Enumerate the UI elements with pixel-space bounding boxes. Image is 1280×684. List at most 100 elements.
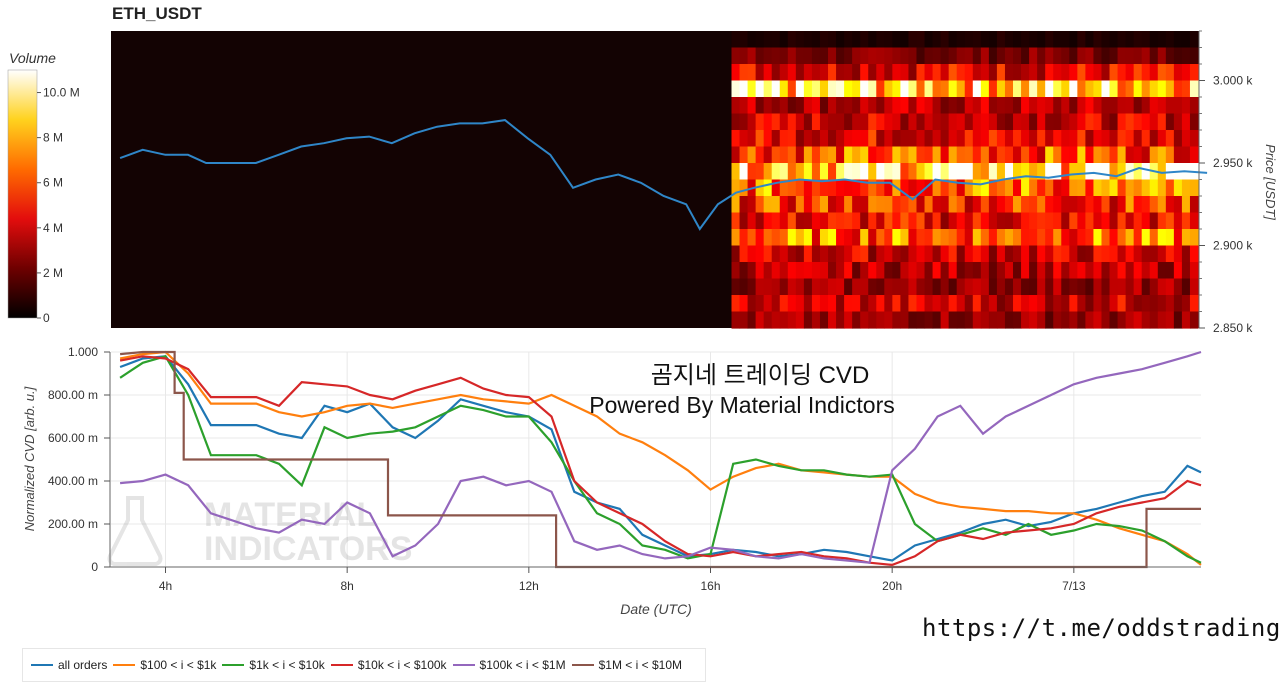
heatmap-cell: [1165, 245, 1175, 263]
legend-item-tier_1k_10k[interactable]: $1k < i < $10k: [222, 658, 325, 672]
heatmap-cell: [819, 229, 829, 247]
heatmap-cell: [988, 278, 998, 296]
heatmap-cell: [1117, 31, 1127, 49]
heatmap-cell: [747, 163, 757, 181]
heatmap-cell: [1077, 64, 1086, 82]
heatmap-cell: [1133, 179, 1143, 197]
overlay-title-korean: 곰지네 트레이딩 CVD: [651, 362, 870, 389]
heatmap-cell: [1181, 311, 1191, 329]
heatmap-cell: [1085, 97, 1095, 115]
heatmap-cell: [1004, 212, 1014, 230]
legend-item-all_orders[interactable]: all orders: [31, 658, 107, 672]
heatmap-cell: [1165, 31, 1175, 49]
heatmap-cell: [779, 97, 789, 115]
heatmap-cell: [956, 64, 966, 82]
heatmap-cell: [1149, 47, 1159, 65]
heatmap-cell: [844, 47, 853, 65]
heatmap-cell: [1101, 295, 1111, 313]
heatmap-cell: [1149, 146, 1159, 164]
heatmap-cell: [876, 278, 885, 296]
legend-item-tier_100k_1m[interactable]: $100k < i < $1M: [452, 658, 566, 672]
heatmap-cell: [747, 130, 757, 148]
heatmap-cell: [1061, 311, 1070, 329]
colorbar-tick-label: 2 M: [43, 266, 63, 280]
heatmap-cell: [1117, 278, 1127, 296]
heatmap-cell: [1189, 212, 1199, 230]
legend-item-tier_1m_10m[interactable]: $1M < i < $10M: [571, 658, 682, 672]
heatmap-cell: [1157, 163, 1167, 181]
heatmap-cell: [1173, 31, 1183, 49]
heatmap-cell: [1181, 212, 1191, 230]
heatmap-cell: [1117, 196, 1127, 214]
heatmap-cell: [763, 262, 773, 280]
heatmap-cell: [1069, 295, 1078, 313]
heatmap-cell: [900, 130, 910, 148]
heatmap-cell: [731, 278, 741, 296]
heatmap-cell: [1061, 80, 1070, 98]
heatmap-cell: [1061, 295, 1070, 313]
heatmap-cell: [819, 113, 829, 131]
heatmap-cell: [964, 97, 974, 115]
heatmap-cell: [948, 262, 958, 280]
cvd-y-tick-label: 600.00 m: [48, 431, 98, 445]
heatmap-cell: [1085, 31, 1095, 49]
heatmap-cell: [1061, 130, 1070, 148]
heatmap-cell: [908, 97, 918, 115]
heatmap-cell: [1133, 47, 1143, 65]
legend-item-tier_10k_100k[interactable]: $10k < i < $100k: [330, 658, 447, 672]
heatmap-cell: [1093, 278, 1103, 296]
heatmap-cell: [844, 179, 853, 197]
heatmap-cell: [1045, 130, 1054, 148]
heatmap-cell: [844, 311, 853, 329]
heatmap-cell: [1045, 97, 1054, 115]
heatmap-cell: [956, 130, 966, 148]
heatmap-cell: [972, 196, 982, 214]
heatmap-cell: [844, 97, 853, 115]
heatmap-cell: [836, 146, 845, 164]
footer-url[interactable]: https://t.me/oddstrading2: [922, 614, 1280, 642]
heatmap-cell: [1109, 262, 1119, 280]
heatmap-cell: [876, 311, 885, 329]
colorbar-tick-label: 4 M: [43, 221, 63, 235]
heatmap-cell: [1053, 31, 1062, 49]
heatmap-cell: [860, 47, 869, 65]
heatmap-cell: [1173, 262, 1183, 280]
heatmap-cell: [1165, 229, 1175, 247]
heatmap-cell: [1189, 97, 1199, 115]
heatmap-cell: [1117, 212, 1127, 230]
heatmap-cell: [972, 130, 982, 148]
heatmap-cell: [731, 245, 741, 263]
heatmap-cell: [988, 311, 998, 329]
heatmap-cell: [1157, 229, 1167, 247]
heatmap-cell: [1029, 64, 1038, 82]
legend-item-tier_100_1k[interactable]: $100 < i < $1k: [113, 658, 216, 672]
heatmap-cell: [948, 196, 958, 214]
legend-label: $1k < i < $10k: [249, 658, 325, 672]
heatmap-cell: [1061, 113, 1070, 131]
heatmap-cell: [900, 64, 910, 82]
heatmap-cell: [1085, 146, 1095, 164]
heatmap-cell: [747, 196, 757, 214]
heatmap-cell: [1141, 295, 1151, 313]
heatmap-cell: [1053, 179, 1062, 197]
colorbar-tick-label: 6 M: [43, 176, 63, 190]
heatmap-cell: [924, 262, 934, 280]
heatmap-cell: [779, 113, 789, 131]
heatmap-cell: [956, 245, 966, 263]
heatmap-cell: [996, 196, 1006, 214]
heatmap-cell: [948, 146, 958, 164]
heatmap-cell: [924, 212, 934, 230]
heatmap-cell: [844, 229, 853, 247]
heatmap-cell: [747, 295, 757, 313]
heatmap-cell: [908, 196, 918, 214]
heatmap-cell: [795, 295, 805, 313]
heatmap-cell: [1093, 47, 1103, 65]
heatmap-cell: [1173, 212, 1183, 230]
heatmap-cell: [747, 262, 757, 280]
heatmap-cell: [972, 64, 982, 82]
heatmap-cell: [1157, 262, 1167, 280]
heatmap-cell: [1109, 212, 1119, 230]
heatmap-cell: [1109, 278, 1119, 296]
heatmap-cell: [964, 163, 974, 181]
heatmap-cell: [1013, 163, 1022, 181]
